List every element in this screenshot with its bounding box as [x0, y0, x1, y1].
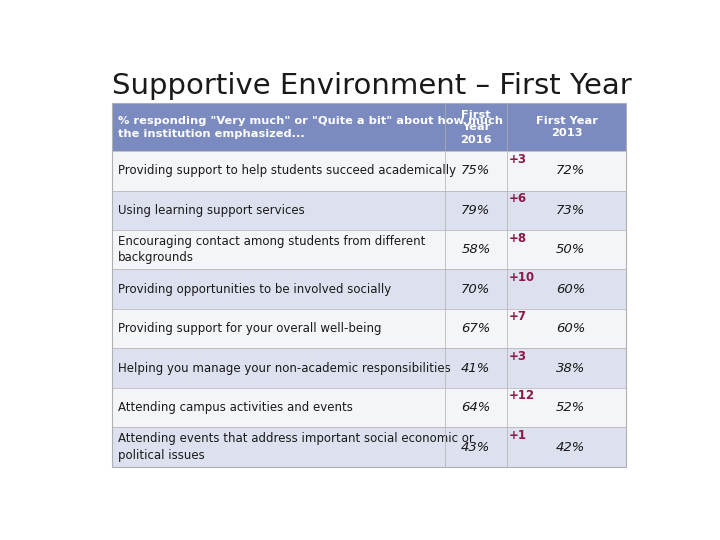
Bar: [112, 191, 626, 230]
Text: Attending campus activities and events: Attending campus activities and events: [118, 401, 353, 414]
Text: 70%: 70%: [462, 282, 490, 296]
Text: 79%: 79%: [462, 204, 490, 217]
Bar: [112, 230, 626, 269]
Text: +12: +12: [508, 389, 535, 402]
Bar: [112, 427, 626, 467]
Text: 72%: 72%: [556, 164, 585, 177]
Text: 38%: 38%: [556, 362, 585, 375]
Bar: [112, 103, 626, 467]
Bar: [112, 103, 626, 151]
Text: +1: +1: [508, 429, 526, 442]
Text: 42%: 42%: [556, 441, 585, 454]
Text: 60%: 60%: [556, 282, 585, 296]
Bar: [112, 348, 626, 388]
Text: +10: +10: [508, 271, 535, 284]
Bar: [112, 309, 626, 348]
Bar: [112, 388, 626, 427]
Text: 73%: 73%: [556, 204, 585, 217]
Text: First Year
2013: First Year 2013: [536, 116, 598, 138]
Text: Using learning support services: Using learning support services: [118, 204, 305, 217]
Text: 41%: 41%: [462, 362, 490, 375]
Text: +3: +3: [508, 350, 526, 363]
Text: Supportive Environment – First Year: Supportive Environment – First Year: [112, 72, 631, 100]
Text: 67%: 67%: [462, 322, 490, 335]
Text: % responding "Very much" or "Quite a bit" about how much
the institution emphasi: % responding "Very much" or "Quite a bit…: [118, 116, 503, 139]
Text: 64%: 64%: [462, 401, 490, 414]
Text: Helping you manage your non-academic responsibilities: Helping you manage your non-academic res…: [118, 362, 451, 375]
Text: Providing support to help students succeed academically: Providing support to help students succe…: [118, 164, 456, 177]
Text: +7: +7: [508, 310, 526, 323]
Text: 50%: 50%: [556, 243, 585, 256]
Text: +3: +3: [508, 153, 526, 166]
Text: 52%: 52%: [556, 401, 585, 414]
Text: 58%: 58%: [462, 243, 490, 256]
Text: First
Year
2016: First Year 2016: [460, 110, 492, 145]
Text: Encouraging contact among students from different
backgrounds: Encouraging contact among students from …: [118, 235, 426, 265]
Text: +8: +8: [508, 232, 526, 245]
Text: 75%: 75%: [462, 164, 490, 177]
Bar: [112, 269, 626, 309]
Text: +6: +6: [508, 192, 526, 205]
Text: Attending events that address important social economic or
political issues: Attending events that address important …: [118, 432, 474, 462]
Text: Providing opportunities to be involved socially: Providing opportunities to be involved s…: [118, 282, 391, 296]
Text: 43%: 43%: [462, 441, 490, 454]
Text: 60%: 60%: [556, 322, 585, 335]
Bar: [112, 151, 626, 191]
Text: Providing support for your overall well-being: Providing support for your overall well-…: [118, 322, 382, 335]
